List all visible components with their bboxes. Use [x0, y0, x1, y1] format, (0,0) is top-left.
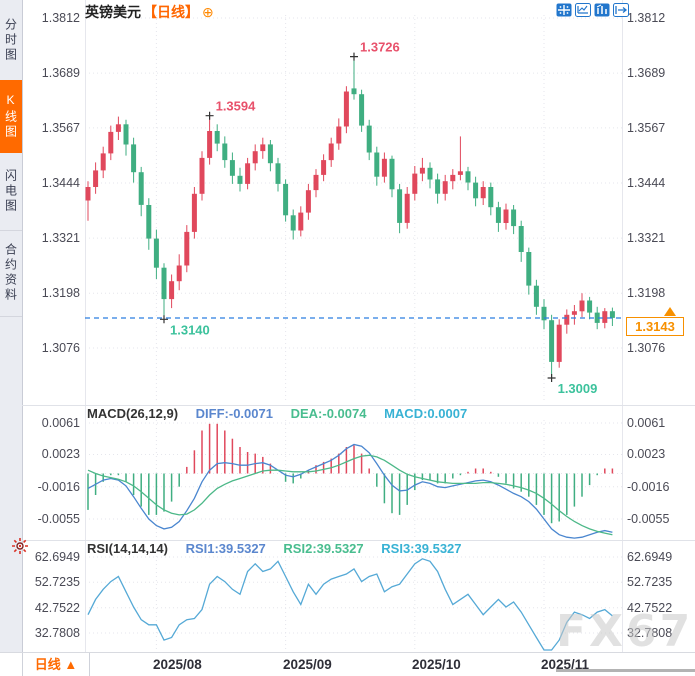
horizontal-scrollbar-thumb[interactable] — [556, 669, 695, 672]
add-indicator-icon[interactable]: ⊕ — [202, 4, 214, 20]
axis-scale-icon[interactable] — [575, 3, 591, 17]
price-axis-label: 1.3321 — [627, 231, 666, 245]
period-selector-button[interactable]: 日线 ▲ — [22, 653, 90, 676]
macd-axis-label: -0.0016 — [627, 480, 670, 494]
price-axis-label: 1.3444 — [627, 176, 666, 190]
price-axis-label: 1.3812 — [41, 11, 80, 25]
chart-style-icon[interactable] — [594, 3, 610, 17]
price-axis-label: 1.3444 — [41, 176, 80, 190]
current-price-tag: 1.3143 — [626, 317, 684, 336]
bottom-bar: 日线 ▲ — [0, 652, 695, 676]
chart-title: 英镑美元 【日线】 ⊕ — [85, 2, 214, 20]
svg-text:1.3140: 1.3140 — [170, 322, 210, 337]
price-axis-label: 1.3076 — [41, 341, 80, 355]
symbol-name: 英镑美元 — [85, 4, 141, 20]
chart-toolbar — [556, 3, 629, 17]
macd-title: MACD(26,12,9) — [87, 406, 179, 421]
price-tag-arrow-icon — [664, 307, 676, 316]
rsi2-value: RSI2:39.5327 — [283, 541, 364, 556]
price-axis-label: 1.3198 — [627, 286, 666, 300]
rsi-title: RSI(14,14,14) — [87, 541, 168, 556]
macd-axis-label: -0.0055 — [627, 512, 670, 526]
rsi1-value: RSI1:39.5327 — [185, 541, 266, 556]
sidebar-tab-contract-info[interactable]: 合约资料 — [0, 230, 22, 317]
rsi-axis-label: 52.7235 — [627, 575, 673, 589]
price-axis-label: 1.3567 — [41, 121, 80, 135]
popout-icon[interactable] — [613, 3, 629, 17]
sidebar-tab-kline[interactable]: K线图 — [0, 80, 22, 153]
macd-rsi-separator — [22, 540, 695, 541]
price-axis-label: 1.3689 — [41, 66, 80, 80]
price-axis-label: 1.3076 — [627, 341, 666, 355]
rsi-axis-label: 62.6949 — [34, 550, 80, 564]
sidebar-tab-flash[interactable]: 闪电图 — [0, 153, 22, 231]
period-label: 日线 — [34, 657, 61, 672]
date-axis-label: 2025/11 — [541, 657, 590, 672]
price-axis-label: 1.3812 — [627, 11, 666, 25]
rsi-axis-label: 42.7522 — [627, 601, 673, 615]
rsi3-value: RSI3:39.5327 — [381, 541, 462, 556]
macd-diff-value: DIFF:-0.0071 — [195, 406, 273, 421]
macd-axis-label: 0.0023 — [41, 447, 80, 461]
price-axis-label: 1.3321 — [41, 231, 80, 245]
rsi-axis-label: 62.6949 — [627, 550, 673, 564]
macd-axis-label: -0.0055 — [37, 512, 80, 526]
price-axis-label: 1.3567 — [627, 121, 666, 135]
crosshair-icon[interactable] — [556, 3, 572, 17]
date-axis-label: 2025/09 — [283, 657, 332, 672]
svg-text:1.3726: 1.3726 — [360, 40, 400, 55]
price-axis-label: 1.3689 — [627, 66, 666, 80]
svg-text:1.3009: 1.3009 — [558, 381, 598, 396]
svg-text:1.3594: 1.3594 — [216, 99, 257, 114]
rsi-axis-label: 42.7522 — [34, 601, 80, 615]
plot-right-border — [622, 0, 623, 652]
rsi-axis-label: 32.7808 — [627, 626, 673, 640]
rsi-axis-label: 32.7808 — [34, 626, 80, 640]
indicator-settings-icon[interactable] — [11, 537, 29, 555]
price-macd-separator — [22, 405, 695, 406]
date-axis-label: 2025/08 — [153, 657, 202, 672]
period-arrow-icon: ▲ — [64, 657, 78, 672]
macd-axis-label: 0.0061 — [627, 416, 666, 430]
macd-axis-label: 0.0023 — [627, 447, 666, 461]
period-tag: 【日线】 — [143, 4, 199, 20]
watermark: FX678 — [556, 606, 695, 657]
rsi-header: RSI(14,14,14) RSI1:39.5327 RSI2:39.5327 … — [87, 541, 476, 556]
price-axis-label: 1.3198 — [41, 286, 80, 300]
macd-macd-value: MACD:0.0007 — [384, 406, 468, 421]
macd-axis-label: 0.0061 — [41, 416, 80, 430]
date-axis-label: 2025/10 — [412, 657, 461, 672]
macd-axis-label: -0.0016 — [37, 480, 80, 494]
sidebar: 分时图 K线图 闪电图 合约资料 — [0, 0, 23, 676]
rsi-axis-label: 52.7235 — [34, 575, 80, 589]
macd-dea-value: DEA:-0.0074 — [290, 406, 367, 421]
macd-header: MACD(26,12,9) DIFF:-0.0071 DEA:-0.0074 M… — [87, 406, 481, 421]
plot-left-border — [85, 0, 86, 652]
